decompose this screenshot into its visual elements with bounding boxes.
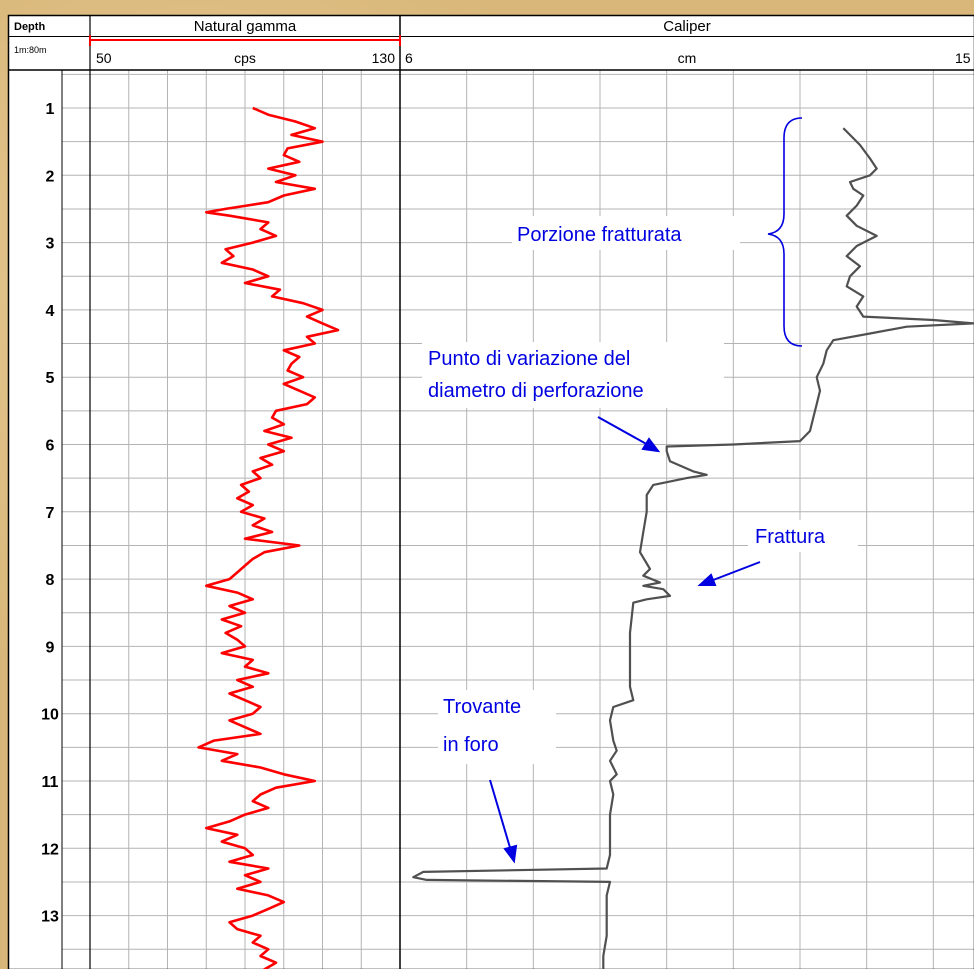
depth-tick-label: 6 — [46, 438, 55, 455]
caliper-unit-label: cm — [678, 50, 697, 66]
annotation-trovante-line1: Trovante — [443, 696, 521, 718]
annotation-bg-trovante — [438, 690, 556, 764]
gamma-max-label: 130 — [372, 50, 396, 66]
gamma-curve — [197, 106, 340, 969]
depth-tick-label: 3 — [46, 236, 55, 253]
arrow-punto — [597, 416, 651, 447]
arrow-frattura-head — [697, 573, 717, 586]
depth-tick-label: 2 — [46, 168, 55, 185]
depth-tick-label: 4 — [46, 303, 55, 320]
gamma-min-label: 50 — [96, 50, 112, 66]
depth-header-label: Depth — [14, 21, 45, 33]
gamma-title: Natural gamma — [194, 18, 297, 35]
annotation-punto-line1: Punto di variazione del — [428, 348, 630, 370]
arrow-trovante — [489, 779, 512, 852]
depth-tick-label: 8 — [46, 572, 55, 589]
arrow-punto-head — [641, 437, 661, 453]
caliper-title: Caliper — [663, 18, 711, 35]
annotation-punto-line2: diametro di perforazione — [428, 380, 644, 402]
depth-tick-label: 9 — [46, 639, 55, 656]
log-background — [8, 15, 974, 969]
curves — [197, 106, 974, 969]
annotation-porzione-fratturata: Porzione fratturata — [517, 224, 682, 246]
caliper-max-label: 15 — [955, 50, 971, 66]
arrow-trovante-head — [503, 844, 518, 864]
frame — [7, 14, 974, 969]
depth-tick-label: 5 — [46, 370, 55, 387]
depth-tick-label: 13 — [41, 909, 59, 926]
fracture-zone-brace — [767, 117, 803, 347]
caliper-min-label: 6 — [405, 50, 413, 66]
header: Depth 1m:80m Natural gamma 50 cps 130 Ca… — [14, 18, 971, 66]
caliper-curve — [412, 127, 974, 969]
annotation-bg-frattura — [748, 520, 858, 552]
annotations: Porzione fratturata Punto di variazione … — [422, 117, 858, 864]
depth-tick-label: 10 — [41, 707, 59, 724]
depth-tick-label: 1 — [46, 101, 55, 118]
annotation-bg-porzione — [512, 216, 740, 250]
depth-scale-label: 1m:80m — [14, 45, 47, 55]
annotation-frattura: Frattura — [755, 526, 826, 548]
depth-tick-label: 11 — [42, 774, 59, 791]
arrow-frattura — [707, 561, 761, 583]
gamma-unit-label: cps — [234, 50, 256, 66]
depth-tick-label: 12 — [41, 841, 59, 858]
annotation-trovante-line2: in foro — [443, 734, 499, 756]
depth-tick-label: 7 — [46, 505, 55, 522]
annotation-bg-punto — [422, 342, 724, 408]
